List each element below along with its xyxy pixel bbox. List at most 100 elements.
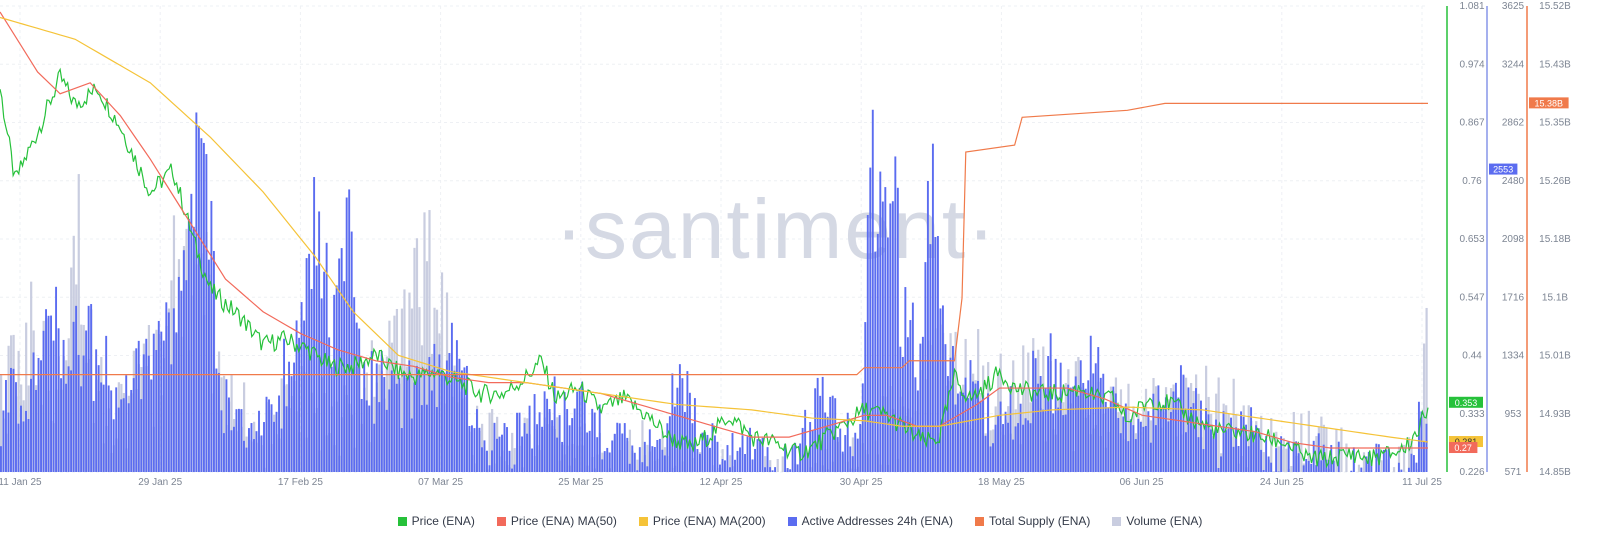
address-bar bbox=[789, 469, 792, 472]
address-bar bbox=[393, 374, 396, 472]
address-bar bbox=[816, 377, 819, 472]
last-value-badge bbox=[1529, 97, 1569, 109]
address-bar bbox=[496, 438, 498, 472]
address-bar bbox=[50, 315, 53, 472]
legend-item[interactable]: Price (ENA) MA(200) bbox=[638, 514, 766, 528]
address-bar bbox=[197, 125, 200, 472]
address-bar bbox=[1287, 441, 1290, 472]
address-bar bbox=[736, 450, 739, 472]
address-bar bbox=[974, 383, 977, 472]
address-bar bbox=[493, 422, 496, 472]
volume-bar bbox=[1300, 413, 1303, 472]
address-bar bbox=[182, 250, 185, 472]
address-bar bbox=[521, 436, 523, 472]
address-bar bbox=[240, 409, 243, 472]
address-bar bbox=[491, 450, 493, 472]
address-bar bbox=[1049, 333, 1052, 472]
legend-item[interactable]: Volume (ENA) bbox=[1112, 514, 1202, 528]
address-bar bbox=[77, 354, 80, 472]
address-bar bbox=[285, 406, 288, 472]
addresses-tick-label: 2098 bbox=[1502, 234, 1525, 245]
address-bar bbox=[230, 430, 233, 472]
legend-item[interactable]: Price (ENA) MA(50) bbox=[496, 514, 617, 528]
volume-bar bbox=[1402, 444, 1406, 472]
address-bar bbox=[1412, 455, 1415, 472]
address-bar bbox=[886, 237, 889, 472]
address-bar bbox=[438, 354, 441, 472]
address-bar bbox=[315, 265, 318, 472]
volume-bar bbox=[1202, 424, 1205, 472]
address-bar bbox=[455, 340, 458, 472]
volume-bar bbox=[1357, 464, 1361, 472]
address-bar bbox=[358, 328, 361, 472]
address-bar bbox=[1172, 391, 1175, 472]
last-value-text: 0.27 bbox=[1454, 443, 1472, 453]
address-bar bbox=[1034, 358, 1037, 472]
address-bar bbox=[771, 470, 774, 472]
address-bar bbox=[774, 467, 777, 472]
address-bar bbox=[936, 236, 939, 472]
legend-item[interactable]: Total Supply (ENA) bbox=[975, 514, 1090, 528]
address-bar bbox=[731, 433, 734, 472]
address-bar bbox=[17, 423, 20, 472]
address-bar bbox=[373, 423, 376, 472]
address-bar bbox=[538, 412, 541, 472]
address-bar bbox=[939, 308, 942, 472]
address-bar bbox=[501, 434, 503, 472]
address-bar bbox=[1177, 397, 1180, 472]
address-bar bbox=[551, 420, 554, 472]
address-bar bbox=[243, 440, 245, 472]
address-bar bbox=[613, 433, 616, 472]
address-bar bbox=[450, 322, 453, 472]
address-bar bbox=[235, 409, 238, 472]
address-bar bbox=[283, 338, 285, 472]
address-bar bbox=[380, 351, 383, 472]
volume-bar bbox=[1270, 418, 1273, 472]
address-bar bbox=[1077, 395, 1080, 472]
address-bar bbox=[90, 304, 93, 472]
address-bar bbox=[621, 433, 624, 472]
address-bar bbox=[821, 376, 824, 472]
address-bar bbox=[756, 439, 759, 472]
address-bar bbox=[989, 446, 992, 472]
address-bar bbox=[967, 398, 969, 472]
address-bar bbox=[175, 332, 178, 472]
address-bar bbox=[67, 366, 70, 472]
legend-item[interactable]: Price (ENA) bbox=[397, 514, 475, 528]
volume-bar bbox=[7, 345, 10, 472]
address-bar bbox=[964, 377, 967, 472]
legend-swatch bbox=[496, 516, 506, 526]
active-addresses-bars bbox=[0, 109, 1428, 473]
address-bar bbox=[486, 450, 488, 472]
address-bar bbox=[901, 356, 904, 472]
address-bar bbox=[335, 285, 338, 472]
price-tick-label: 0.867 bbox=[1459, 118, 1484, 129]
address-bar bbox=[1139, 421, 1142, 472]
address-bar bbox=[1407, 467, 1410, 472]
address-bar bbox=[1079, 360, 1082, 472]
volume-bar bbox=[1184, 377, 1188, 472]
price-tick-label: 0.76 bbox=[1462, 176, 1482, 187]
address-bar bbox=[135, 348, 138, 472]
volume-bar bbox=[1407, 437, 1411, 472]
address-bar bbox=[746, 436, 749, 472]
address-bar bbox=[423, 369, 426, 472]
address-bar bbox=[1007, 422, 1010, 472]
address-bar bbox=[854, 432, 857, 472]
address-bar bbox=[1102, 373, 1105, 472]
address-bar bbox=[1245, 424, 1248, 472]
x-tick-label: 29 Jan 25 bbox=[138, 477, 182, 488]
address-bar bbox=[400, 428, 403, 472]
address-bar bbox=[598, 404, 601, 472]
address-bar bbox=[804, 409, 807, 472]
address-bar bbox=[508, 450, 511, 472]
volume-bar bbox=[1422, 343, 1426, 472]
address-bar bbox=[724, 460, 726, 472]
address-bar bbox=[275, 411, 278, 472]
legend: Price (ENA) Price (ENA) MA(50) Price (ENA)… bbox=[0, 514, 1600, 528]
address-bar bbox=[1037, 383, 1040, 472]
address-bar bbox=[222, 433, 225, 472]
legend-item[interactable]: Active Addresses 24h (ENA) bbox=[787, 514, 953, 528]
address-bar bbox=[75, 305, 78, 472]
address-bar bbox=[1327, 459, 1330, 472]
